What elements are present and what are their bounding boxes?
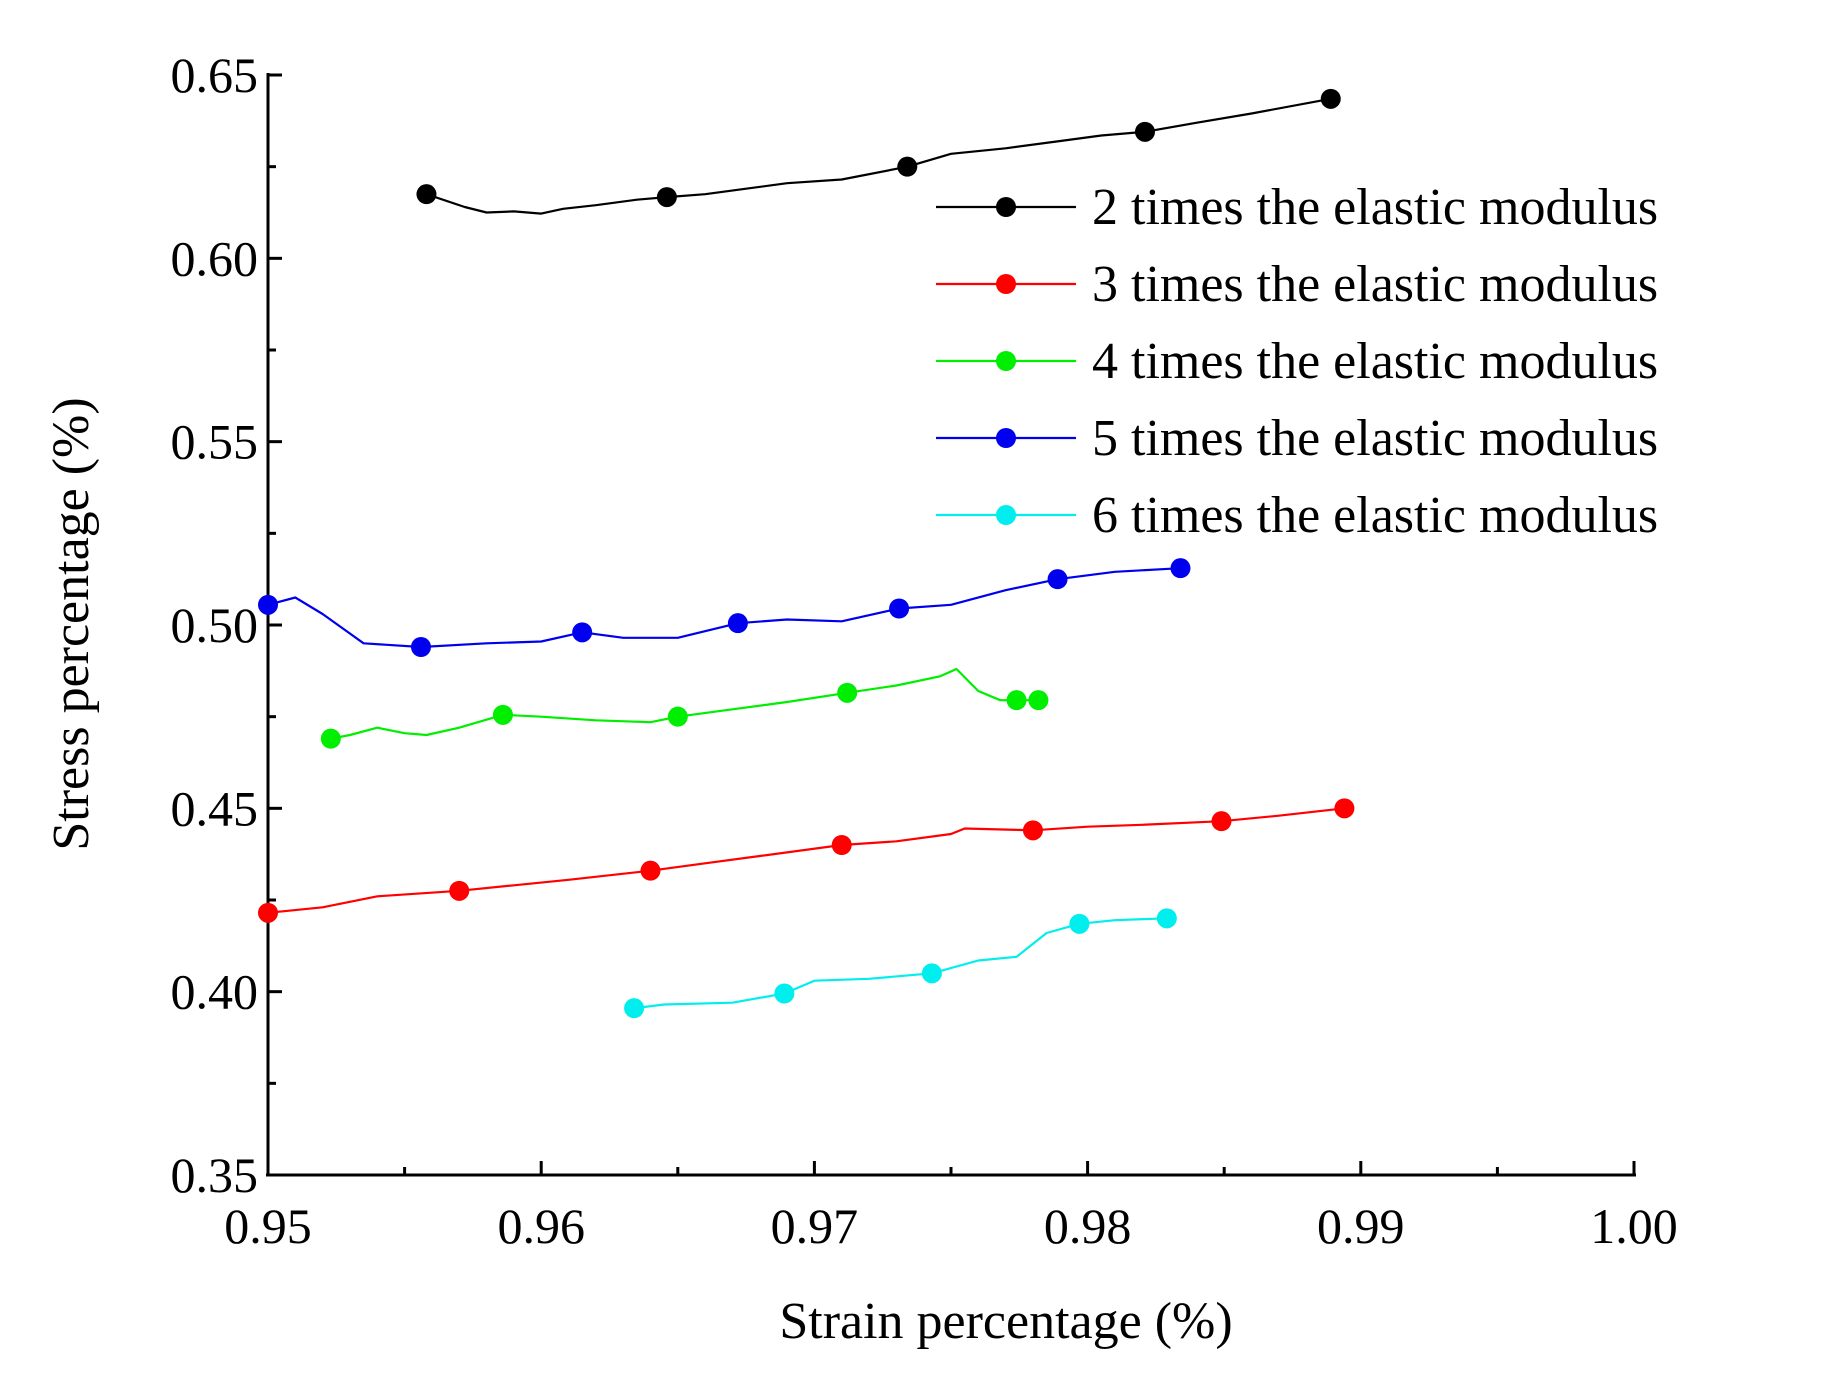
- data-point: [897, 156, 918, 177]
- y-tick-label: 0.50: [171, 597, 259, 653]
- series-2: [258, 798, 1355, 923]
- data-point: [1006, 690, 1027, 711]
- data-point: [1028, 690, 1049, 711]
- x-tick-label: 0.99: [1317, 1198, 1405, 1254]
- series-line: [267, 807, 1345, 914]
- legend-marker: [996, 428, 1016, 448]
- data-point: [640, 860, 661, 881]
- y-axis-title: Stress percentage (%): [43, 397, 100, 850]
- legend-item: 5 times the elastic modulus: [936, 410, 1658, 467]
- y-tick-label: 0.65: [171, 47, 259, 103]
- y-tick-label: 0.60: [171, 230, 259, 286]
- x-tick-label: 0.95: [224, 1198, 312, 1254]
- legend-label: 3 times the elastic modulus: [1092, 256, 1658, 313]
- legend-item: 3 times the elastic modulus: [936, 256, 1658, 313]
- data-point: [667, 706, 688, 727]
- data-point: [410, 637, 431, 657]
- x-tick-label: 1.00: [1590, 1198, 1678, 1254]
- data-point: [1170, 558, 1191, 579]
- data-point: [921, 963, 942, 984]
- series-line: [633, 917, 1167, 1010]
- y-tick-label: 0.45: [171, 780, 259, 836]
- data-point: [624, 998, 645, 1019]
- series-4: [258, 558, 1191, 657]
- data-point: [837, 682, 858, 703]
- legend-item: 4 times the elastic modulus: [936, 333, 1658, 390]
- data-point: [1211, 811, 1232, 832]
- data-point: [572, 622, 593, 643]
- data-point: [449, 880, 470, 901]
- data-point: [831, 835, 852, 855]
- data-point: [492, 704, 513, 725]
- data-point: [1156, 908, 1177, 929]
- series-line: [267, 567, 1181, 649]
- y-tick-label: 0.35: [171, 1147, 259, 1203]
- legend-marker: [996, 505, 1016, 525]
- legend-item: 2 times the elastic modulus: [936, 179, 1658, 236]
- series-5: [624, 908, 1177, 1019]
- series-line: [330, 667, 1039, 740]
- series: [258, 88, 1355, 1019]
- y-tick-label: 0.55: [171, 414, 259, 470]
- data-point: [656, 187, 677, 208]
- series-line: [426, 97, 1331, 215]
- legend-label: 2 times the elastic modulus: [1092, 179, 1658, 236]
- legend-label: 5 times the elastic modulus: [1092, 410, 1658, 467]
- legend-label: 4 times the elastic modulus: [1092, 333, 1658, 390]
- data-point: [1047, 569, 1068, 590]
- legend-item: 6 times the elastic modulus: [936, 487, 1658, 544]
- data-point: [774, 983, 795, 1004]
- axes: [266, 73, 1636, 1177]
- data-point: [727, 613, 748, 634]
- x-tick-label: 0.98: [1044, 1198, 1132, 1254]
- series-3: [320, 667, 1049, 749]
- x-axis-title: Strain percentage (%): [779, 1293, 1232, 1350]
- legend-label: 6 times the elastic modulus: [1092, 487, 1658, 544]
- data-point: [258, 902, 278, 923]
- data-point: [320, 728, 341, 749]
- legend-marker: [996, 197, 1016, 217]
- data-point: [1069, 913, 1090, 934]
- x-tick-label: 0.96: [497, 1198, 585, 1254]
- legend-marker: [996, 274, 1016, 294]
- legend-marker: [996, 351, 1016, 371]
- data-point: [1320, 88, 1341, 109]
- data-point: [1022, 820, 1043, 841]
- ticks: 0.95 0.96 0.97 0.98 0.99 1.00 0.35 0.40 0.45 0.50…: [171, 47, 1678, 1254]
- data-point: [1334, 798, 1355, 819]
- x-tick-label: 0.97: [771, 1198, 859, 1254]
- data-point: [258, 594, 278, 615]
- y-tick-label: 0.40: [171, 964, 259, 1020]
- data-point: [1134, 121, 1155, 142]
- series-1: [416, 88, 1341, 215]
- data-point: [889, 598, 910, 619]
- data-point: [416, 184, 437, 205]
- legend: 2 times the elastic modulus 3 times the e…: [936, 179, 1658, 544]
